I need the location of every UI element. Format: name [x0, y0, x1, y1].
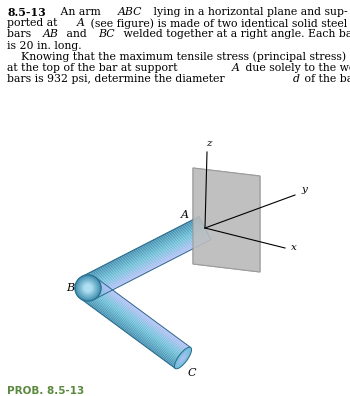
Circle shape — [75, 275, 101, 301]
Circle shape — [78, 278, 98, 299]
Polygon shape — [91, 234, 209, 295]
Text: 8.5-13: 8.5-13 — [7, 7, 46, 18]
Ellipse shape — [180, 354, 186, 362]
Text: ported at: ported at — [7, 18, 61, 28]
Polygon shape — [83, 217, 200, 279]
Polygon shape — [83, 219, 201, 280]
Polygon shape — [80, 297, 176, 368]
Text: due solely to the weights of the: due solely to the weights of the — [242, 63, 350, 73]
Polygon shape — [89, 230, 207, 291]
Circle shape — [79, 279, 97, 297]
Circle shape — [81, 281, 95, 295]
Polygon shape — [89, 229, 206, 290]
Circle shape — [83, 283, 93, 293]
Ellipse shape — [179, 353, 187, 363]
Polygon shape — [193, 168, 260, 272]
Ellipse shape — [180, 354, 187, 362]
Ellipse shape — [175, 348, 191, 368]
Text: ABC: ABC — [118, 7, 142, 17]
Text: (see figure) is made of two identical solid steel: (see figure) is made of two identical so… — [87, 18, 347, 29]
Ellipse shape — [174, 347, 191, 369]
Polygon shape — [85, 291, 181, 362]
Polygon shape — [81, 296, 177, 367]
Ellipse shape — [177, 350, 189, 366]
Text: x: x — [291, 244, 297, 253]
Polygon shape — [88, 227, 205, 288]
Polygon shape — [92, 282, 188, 353]
Ellipse shape — [182, 357, 183, 359]
Polygon shape — [82, 295, 177, 366]
Ellipse shape — [178, 352, 188, 364]
Text: A: A — [231, 63, 239, 73]
Text: of the bars.: of the bars. — [301, 74, 350, 84]
Polygon shape — [93, 237, 210, 299]
Circle shape — [78, 278, 98, 297]
Polygon shape — [88, 287, 184, 358]
Circle shape — [85, 285, 91, 291]
Text: z: z — [206, 139, 212, 148]
Polygon shape — [193, 168, 260, 272]
Polygon shape — [86, 223, 203, 285]
Text: welded together at a right angle. Each bar: welded together at a right angle. Each b… — [120, 29, 350, 39]
Text: BC: BC — [98, 29, 115, 39]
Text: B: B — [66, 283, 74, 293]
Polygon shape — [87, 226, 204, 287]
Text: PROB. 8.5-13: PROB. 8.5-13 — [7, 386, 84, 396]
Polygon shape — [86, 225, 204, 286]
Polygon shape — [84, 221, 202, 282]
Circle shape — [76, 276, 100, 300]
Polygon shape — [87, 288, 183, 359]
Polygon shape — [94, 278, 190, 350]
Text: A: A — [181, 210, 189, 220]
Polygon shape — [93, 238, 211, 299]
Text: d: d — [292, 74, 299, 84]
Polygon shape — [83, 294, 178, 366]
Text: Knowing that the maximum tensile stress (principal stress): Knowing that the maximum tensile stress … — [7, 52, 346, 62]
Polygon shape — [92, 236, 210, 297]
Text: at the top of the bar at support: at the top of the bar at support — [7, 63, 181, 73]
Text: bars: bars — [7, 29, 35, 39]
Text: and: and — [63, 29, 90, 39]
Ellipse shape — [181, 356, 185, 360]
Polygon shape — [86, 290, 181, 361]
Polygon shape — [95, 278, 191, 348]
Text: lying in a horizontal plane and sup-: lying in a horizontal plane and sup- — [149, 7, 347, 17]
Circle shape — [84, 284, 92, 292]
Ellipse shape — [177, 351, 189, 365]
Polygon shape — [90, 232, 207, 293]
Text: AB: AB — [43, 29, 58, 39]
Text: y: y — [301, 185, 307, 194]
Ellipse shape — [182, 356, 184, 360]
Circle shape — [80, 280, 96, 296]
Polygon shape — [90, 232, 208, 294]
Polygon shape — [84, 292, 180, 363]
Ellipse shape — [176, 349, 190, 367]
Polygon shape — [91, 283, 187, 354]
Polygon shape — [88, 228, 205, 289]
Polygon shape — [90, 284, 186, 355]
Polygon shape — [82, 217, 200, 278]
Polygon shape — [93, 280, 189, 351]
Circle shape — [82, 282, 94, 294]
Polygon shape — [89, 286, 184, 357]
Text: bars is 932 psi, determine the diameter: bars is 932 psi, determine the diameter — [7, 74, 228, 84]
Polygon shape — [90, 285, 185, 356]
Text: A: A — [77, 18, 84, 28]
Ellipse shape — [178, 352, 188, 364]
Ellipse shape — [176, 348, 190, 367]
Text: An arm: An arm — [57, 7, 104, 17]
Polygon shape — [86, 289, 182, 360]
Ellipse shape — [181, 355, 185, 361]
Text: C: C — [188, 368, 196, 378]
Polygon shape — [93, 281, 188, 352]
Polygon shape — [83, 293, 179, 364]
Polygon shape — [84, 220, 202, 281]
Text: is 20 in. long.: is 20 in. long. — [7, 41, 82, 51]
Polygon shape — [92, 235, 209, 296]
Polygon shape — [85, 222, 203, 284]
Circle shape — [77, 277, 99, 299]
